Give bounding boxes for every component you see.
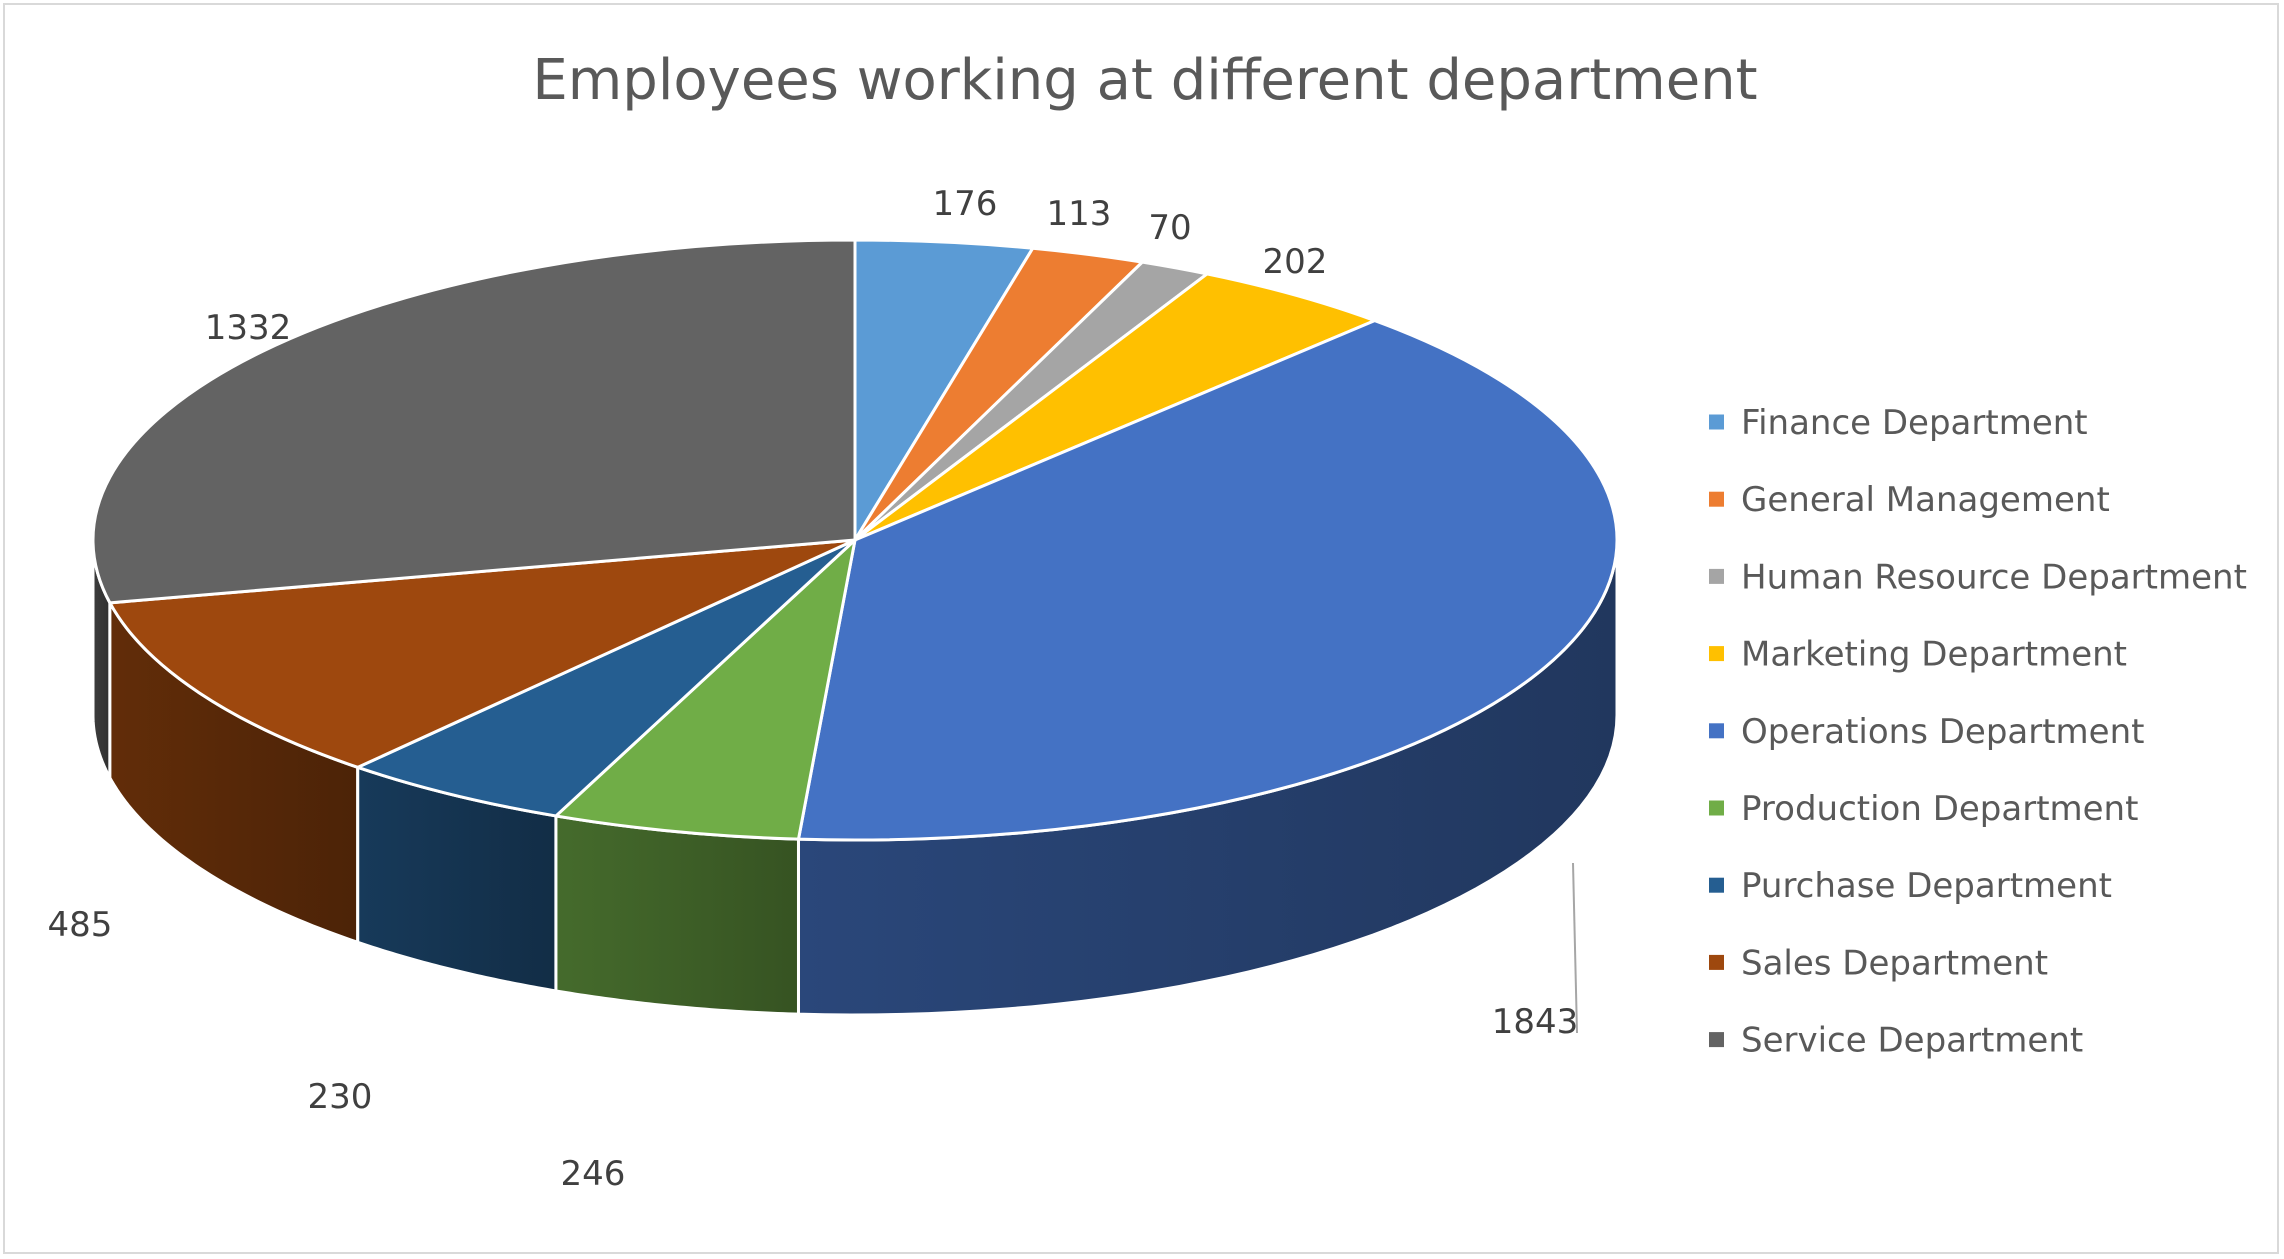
chart-title: Employees working at different departmen… — [532, 48, 1757, 113]
legend-item: Human Resource Department — [1709, 557, 2247, 597]
pie-sides — [91, 538, 1619, 1017]
legend-item: Production Department — [1709, 789, 2138, 829]
legend-label: Purchase Department — [1741, 866, 2112, 906]
pie-slice-8 — [91, 238, 857, 605]
legend-swatch — [1709, 723, 1724, 739]
legend-label: Production Department — [1741, 789, 2138, 829]
legend-label: Finance Department — [1741, 403, 2088, 443]
legend-swatch — [1709, 491, 1724, 507]
pie-slice-5 — [554, 538, 857, 841]
pie-slices — [91, 238, 1619, 842]
data-label-6: 230 — [308, 1077, 373, 1117]
pie-chart: Employees working at different departmen… — [48, 48, 2247, 1194]
pie-slice-6 — [356, 538, 857, 818]
legend-item: Finance Department — [1709, 403, 2088, 443]
data-label-4: 1843 — [1492, 1002, 1579, 1042]
pie-slice-7 — [108, 538, 857, 769]
legend-swatch — [1709, 568, 1724, 584]
legend-swatch — [1709, 1032, 1724, 1048]
legend-swatch — [1709, 800, 1724, 816]
legend-swatch — [1709, 414, 1724, 430]
data-label-8: 1332 — [205, 308, 292, 348]
data-label-3: 202 — [1263, 242, 1328, 282]
legend-label: Marketing Department — [1741, 635, 2127, 675]
legend-label: Service Department — [1741, 1021, 2083, 1061]
legend-swatch — [1709, 646, 1724, 662]
pie-slice-4 — [796, 319, 1619, 842]
data-label-2: 70 — [1148, 208, 1191, 248]
data-label-0: 176 — [933, 184, 998, 224]
legend-item: Purchase Department — [1709, 866, 2112, 906]
legend-label: Human Resource Department — [1741, 557, 2247, 597]
legend-item: Operations Department — [1709, 712, 2144, 752]
pie-side-5 — [554, 814, 800, 1016]
legend-label: Operations Department — [1741, 712, 2144, 752]
data-labels: 176 113 70 202 1843 246 230 485 1332 — [48, 184, 1579, 1194]
legend-label: Sales Department — [1741, 943, 2048, 983]
data-label-1: 113 — [1047, 194, 1112, 234]
pie-slice-3 — [853, 272, 1377, 542]
chart-area: Employees working at different departmen… — [3, 3, 2279, 1254]
legend-item: General Management — [1709, 480, 2110, 520]
legend-swatch — [1709, 954, 1724, 970]
legend-swatch — [1709, 877, 1724, 893]
data-label-5: 246 — [561, 1154, 626, 1194]
legend-item: Service Department — [1709, 1021, 2083, 1061]
leader-line — [1572, 862, 1578, 1034]
legend-label: General Management — [1741, 480, 2110, 520]
legend: Finance Department General Management Huma… — [1709, 403, 2247, 1061]
legend-item: Marketing Department — [1709, 635, 2127, 675]
data-label-7: 485 — [48, 905, 113, 945]
legend-item: Sales Department — [1709, 943, 2048, 983]
